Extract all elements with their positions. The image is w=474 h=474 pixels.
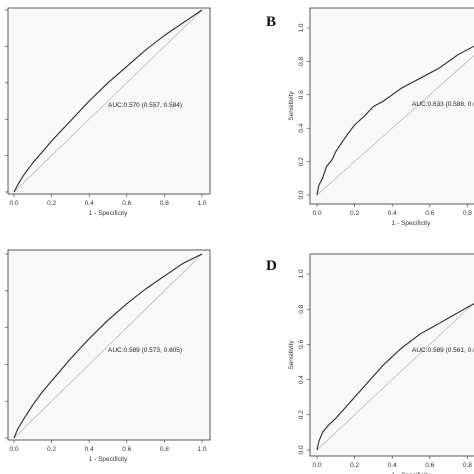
x-tick-label: 0.6 [425, 210, 434, 217]
x-tick-label: 0.0 [9, 446, 18, 453]
auc-annotation: AUC:0.589 (0.573, 0.605) [108, 347, 182, 354]
x-axis-title: 1 - Specificity [392, 472, 431, 474]
x-tick-label: 0.4 [85, 446, 94, 453]
x-tick-label: 0.8 [160, 200, 169, 207]
y-tick-label: 0.2 [298, 157, 305, 166]
x-tick-label: 0.2 [350, 210, 359, 217]
roc-panel-2: 0.0 0.2 0.4 0.6 0.8 1 - Specificity 0.0 0.2 0.4 0… [266, 7, 474, 227]
y-tick-label: 1.0 [298, 269, 305, 278]
y-tick-label: 0.4 [298, 375, 305, 384]
roc-curve [13, 9, 203, 193]
x-tick-label: 0.0 [312, 210, 321, 217]
y-axis-title: Sensitivity [288, 340, 295, 370]
auc-annotation: AUC:0.570 (0.557, 0.584) [108, 102, 182, 109]
y-tick-label: 0.0 [298, 190, 305, 199]
y-tick-label: 0.4 [298, 123, 305, 132]
x-tick-label: 0.2 [47, 446, 56, 453]
y-axis-title: Sensitivity [288, 91, 295, 121]
x-tick-label: 0.8 [463, 462, 472, 469]
x-axis-title: 1 - Specificity [89, 456, 128, 463]
reference-diagonal [13, 9, 203, 193]
panel-letter: B [266, 14, 276, 30]
y-tick-label: 1.0 [298, 23, 305, 32]
x-tick-label: 0.4 [85, 200, 94, 207]
x-tick-label: 0.0 [9, 200, 18, 207]
auc-annotation: AUC:0.633 (0.588, 0.67 [412, 101, 474, 108]
roc-panel-3: 0.0 0.2 0.4 0.6 0.8 1.0 1 - Specificity AUC:0.5… [5, 249, 211, 463]
y-tick-label: 0.0 [298, 445, 305, 454]
roc-panel-4: 0.0 0.2 0.4 0.6 0.8 1 - Specificity 0.0 0.2 0.4 0… [266, 253, 474, 474]
y-tick-label: 0.8 [298, 304, 305, 313]
x-tick-label: 0.2 [350, 462, 359, 469]
x-tick-label: 0.0 [312, 462, 321, 469]
y-tick-label: 0.2 [298, 410, 305, 419]
y-tick-label: 0.6 [298, 340, 305, 349]
x-tick-label: 0.8 [463, 210, 472, 217]
plot-frame [7, 7, 211, 195]
x-axis-title: 1 - Specificity [392, 220, 431, 227]
panel-letter: D [266, 258, 277, 274]
x-tick-label: 0.6 [122, 200, 131, 207]
x-tick-label: 0.4 [388, 462, 397, 469]
x-tick-label: 0.2 [47, 200, 56, 207]
roc-curve [13, 253, 203, 439]
auc-annotation: AUC:0.589 (0.561, 0.61 [412, 347, 474, 354]
y-tick-label: 0.6 [298, 90, 305, 99]
x-tick-label: 0.6 [122, 446, 131, 453]
roc-panel-1: 0.0 0.2 0.4 0.6 0.8 1.0 1 - Specificity AUC:0.5… [5, 7, 211, 217]
x-axis-title: 1 - Specificity [89, 210, 128, 217]
x-tick-label: 1.0 [197, 200, 206, 207]
x-tick-label: 1.0 [197, 446, 206, 453]
plot-frame [309, 253, 474, 457]
x-tick-label: 0.8 [160, 446, 169, 453]
roc-curve [316, 45, 474, 196]
y-tick-label: 0.8 [298, 57, 305, 66]
roc-curve [316, 303, 474, 451]
x-tick-label: 0.4 [388, 210, 397, 217]
reference-diagonal [13, 253, 203, 439]
plot-frame [309, 7, 474, 205]
x-tick-label: 0.6 [425, 462, 434, 469]
